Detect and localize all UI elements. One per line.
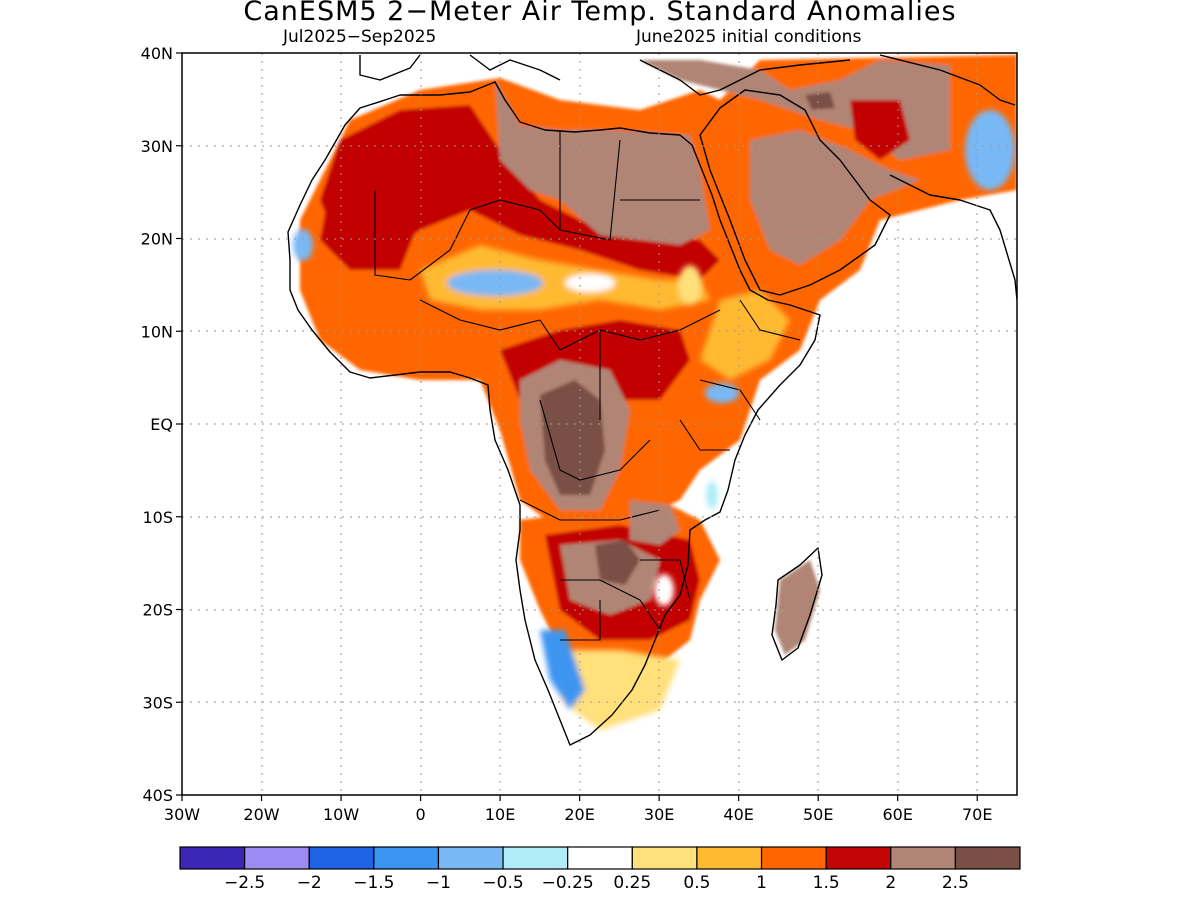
red-gulf [850,100,910,160]
colorbar-swatch [760,846,827,870]
latitude-axis: 40N 30N 20N 10N EQ 10S 20S 30S 40S [141,44,182,805]
colorbar-swatch [890,846,956,870]
map-title: CanESM5 2−Meter Air Temp. Standard Anoma… [243,0,957,27]
colorbar-swatch [631,846,698,870]
lon-tick-label: 60E [882,805,912,824]
coastlines [287,54,1017,746]
colorbar-label: −2.5 [224,873,265,893]
lat-tick-label: 20N [141,230,173,249]
lon-tick-label: 30W [164,805,200,824]
africa-outline [287,81,821,746]
colorbar-swatch [825,846,892,870]
blue-namibia [540,630,585,710]
lon-tick-label: 10W [323,805,359,824]
yellow-ethiopia [700,290,790,380]
red-west-sahara [320,185,420,270]
colorbar-swatch [696,846,763,870]
lon-tick-label: 70E [962,805,992,824]
colorbar-swatch [437,846,504,870]
madagascar-outline [771,547,823,661]
colorbar-label: −1.5 [353,873,394,893]
blue-mauritania [293,229,313,261]
colorbar-label: −0.25 [542,873,594,893]
colorbar-swatch [954,846,1021,870]
lon-tick-label: 40E [723,805,753,824]
colorbar-swatch [502,846,569,870]
lat-tick-label: 10N [141,322,173,341]
colorbar-swatch [567,846,633,870]
colorbar: −2.5 −2 −1.5 −1 −0.5 −0.25 0.25 0.5 1 1.5 2 2.5 [179,846,1021,893]
lat-tick-label: 30S [142,693,173,712]
colorbar-swatch [244,846,310,870]
lon-tick-label: 50E [803,805,833,824]
darkbrown-south [595,540,640,585]
blue-tanzania [706,481,718,509]
brown-arabia [750,130,920,265]
white-mozambique [654,574,674,606]
lon-tick-label: 0 [415,805,425,824]
colorbar-swatch [179,846,246,870]
lat-tick-label: 20S [142,601,173,620]
colorbar-label: −1 [426,873,451,893]
country-borders [374,130,801,641]
brown-zambia [630,500,680,545]
colorbar-label: 2.5 [942,873,969,893]
longitude-axis: 30W 20W 10W 0 10E 20E 30E 40E 50E 60E 70E [164,795,992,824]
lat-tick-label: EQ [150,415,173,434]
yellow-southafrica [560,650,680,730]
colorbar-label: 0.25 [613,873,651,893]
colorbar-swatch [308,846,375,870]
brown-libya-egypt [495,80,710,245]
arabia-outline [699,89,891,296]
mediterranean-north [359,54,1016,106]
lat-tick-label: 10S [142,508,173,527]
asia-coast [889,174,1017,301]
initial-conditions-label: June2025 initial conditions [636,27,862,47]
lat-tick-label: 40S [142,786,173,805]
lon-tick-label: 30E [644,805,674,824]
colorbar-label: 2 [885,873,896,893]
lon-tick-label: 20E [564,805,594,824]
lat-tick-label: 30N [141,137,173,156]
colorbar-label: −0.5 [482,873,523,893]
colorbar-label: 1 [756,873,767,893]
gridlines [182,53,1017,795]
forecast-period: Jul2025−Sep2025 [283,27,437,47]
anomaly-shading [293,55,1017,730]
blue-arabia-coast [965,110,1015,190]
colorbar-label: 1.5 [813,873,840,893]
white-chad [565,274,615,292]
lon-tick-label: 10E [485,805,515,824]
lon-tick-label: 20W [243,805,279,824]
colorbar-label: 0.5 [683,873,710,893]
blue-niger [447,270,543,296]
colorbar-swatch [373,846,440,870]
colorbar-label: −2 [297,873,322,893]
yellow-sudan [678,265,702,305]
brown-madagascar [775,560,820,655]
darkbrown-congo [540,380,605,495]
lat-tick-label: 40N [141,44,173,63]
darkbrown-iraq [805,92,835,110]
